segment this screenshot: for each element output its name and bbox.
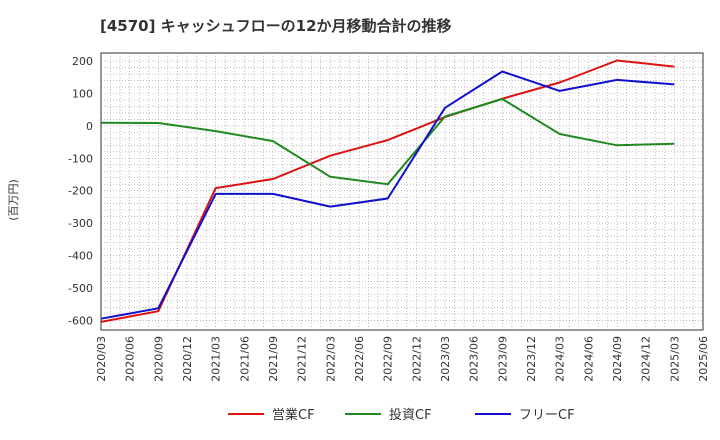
x-tick-label: 2020/03 [95, 336, 108, 382]
x-tick-label: 2020/06 [124, 336, 137, 382]
x-tick-label: 2023/12 [525, 336, 538, 382]
y-axis-label: (百万円) [7, 179, 20, 221]
series-line-2 [100, 98, 675, 186]
x-tick-label: 2022/12 [410, 336, 423, 382]
x-tick-label: 2024/09 [611, 336, 624, 382]
y-tick-label: 0 [86, 120, 93, 133]
x-tick-label: 2021/06 [238, 336, 251, 382]
series-line-1 [100, 59, 675, 323]
x-tick-label: 2023/09 [496, 336, 509, 382]
legend-label-1: 営業CF [272, 407, 315, 423]
x-tick-label: 2020/09 [152, 336, 165, 382]
x-tick-label: 2024/12 [640, 336, 653, 382]
x-tick-label: 2025/06 [697, 336, 710, 382]
series-line-3 [100, 70, 675, 320]
y-tick-label: -600 [68, 314, 93, 327]
x-tick-label: 2023/06 [468, 336, 481, 382]
y-tick-label: -300 [68, 217, 93, 230]
x-tick-label: 2022/03 [324, 336, 337, 382]
legend-label-3: フリーCF [519, 408, 575, 423]
plot-frame [100, 52, 704, 331]
y-tick-label: -100 [68, 152, 93, 165]
y-tick-labels: 200 100 0 -100 -200 -300 -400 -500 -600 [68, 55, 93, 327]
x-tick-label: 2024/03 [554, 336, 567, 382]
y-tick-label: -400 [68, 249, 93, 262]
x-tick-label: 2022/06 [353, 336, 366, 382]
chart-title: [4570] キャッシュフローの12か月移動合計の推移 [100, 17, 452, 35]
x-tick-label: 2024/06 [582, 336, 595, 382]
legend-label-2: 投資CF [389, 407, 432, 423]
x-tick-label: 2023/03 [439, 336, 452, 382]
x-tick-label: 2020/12 [181, 336, 194, 382]
y-tick-label: 200 [72, 55, 93, 68]
legend: 営業CF 投資CF フリーCF [228, 407, 575, 423]
x-tick-label: 2021/12 [296, 336, 309, 382]
y-tick-label: -200 [68, 185, 93, 198]
y-tick-label: -500 [68, 282, 93, 295]
grid-lines [100, 53, 703, 330]
y-tick-label: 100 [72, 87, 93, 100]
x-tick-label: 2021/03 [210, 336, 223, 382]
x-tick-labels: 2020/03 2020/06 2020/09 2020/12 2021/03 2021/… [95, 336, 710, 382]
x-tick-label: 2022/09 [382, 336, 395, 382]
x-tick-label: 2025/03 [668, 336, 681, 382]
series-lines [100, 59, 675, 323]
x-tick-label: 2021/09 [267, 336, 280, 382]
